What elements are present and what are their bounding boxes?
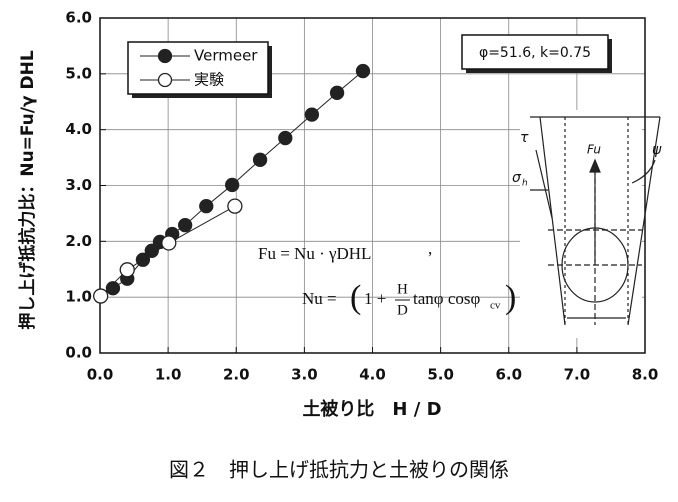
data-point [252,152,268,167]
inset-label: h [522,179,528,189]
data-point [144,243,159,258]
x-tick-label: 0.0 [87,366,114,384]
y-tick-label: 3.0 [65,176,92,194]
data-point [278,130,293,146]
formula: H [397,281,408,297]
x-tick-label: 1.0 [155,366,182,384]
x-tick-label: 3.0 [291,366,318,384]
y-tick-label: 6.0 [65,9,92,27]
series-line [100,205,236,297]
inset-diagram [520,110,661,338]
param-box [461,34,609,70]
formula: D [397,302,408,318]
caption: 図２ 押し上げ抵抗力と土被りの関係 [169,459,509,482]
x-tick-label: 7.0 [564,366,591,384]
y-tick-label: 4.0 [65,120,92,138]
formula: Nu = [302,289,337,308]
data-point [199,199,214,214]
formula: tanφ cosφ [413,289,480,308]
data-point [178,217,193,233]
inset-label: Fu [587,143,601,157]
y-tick-label: 5.0 [65,64,92,82]
x-tick-label: 5.0 [427,366,454,384]
legend-marker [157,72,173,88]
inset-label: τ [520,130,529,146]
y-tick-label: 1.0 [65,288,92,306]
x-tick-label: 2.0 [223,366,250,384]
x-axis-title: 土被り比 H / D [302,398,441,420]
legend-label: Vermeer [194,47,258,65]
x-tick-label: 4.0 [359,366,386,384]
legend-label: 実験 [194,71,224,89]
data-point [304,107,320,122]
legend-marker [157,48,173,64]
legend: Vermeer 実験 [127,41,272,98]
formula: 1 + [364,289,386,308]
inset-label: σ [512,170,522,186]
param-text: φ=51.6, k=0.75 [479,45,591,61]
data-point [329,85,345,100]
paren: ( [350,279,361,316]
data-point [161,235,177,251]
data-point [355,63,371,79]
y-tick-label: 2.0 [65,232,92,250]
x-tick-label: 8.0 [632,366,659,384]
data-point [227,198,243,214]
paren: ) [505,279,516,316]
data-point [225,177,240,193]
inset-label: ψ [652,142,662,158]
formula: cv [490,300,501,312]
formula: Fu = Nu · γDHL [258,244,371,263]
y-tick-label: 0.0 [65,344,92,362]
data-point [93,288,109,304]
data-point [105,281,121,296]
data-point [119,262,135,278]
formula: , [428,239,432,258]
y-axis-title: 押し上げ抵抗力比：Nu=Fu/γ DHL [17,50,38,329]
x-tick-label: 6.0 [495,366,522,384]
